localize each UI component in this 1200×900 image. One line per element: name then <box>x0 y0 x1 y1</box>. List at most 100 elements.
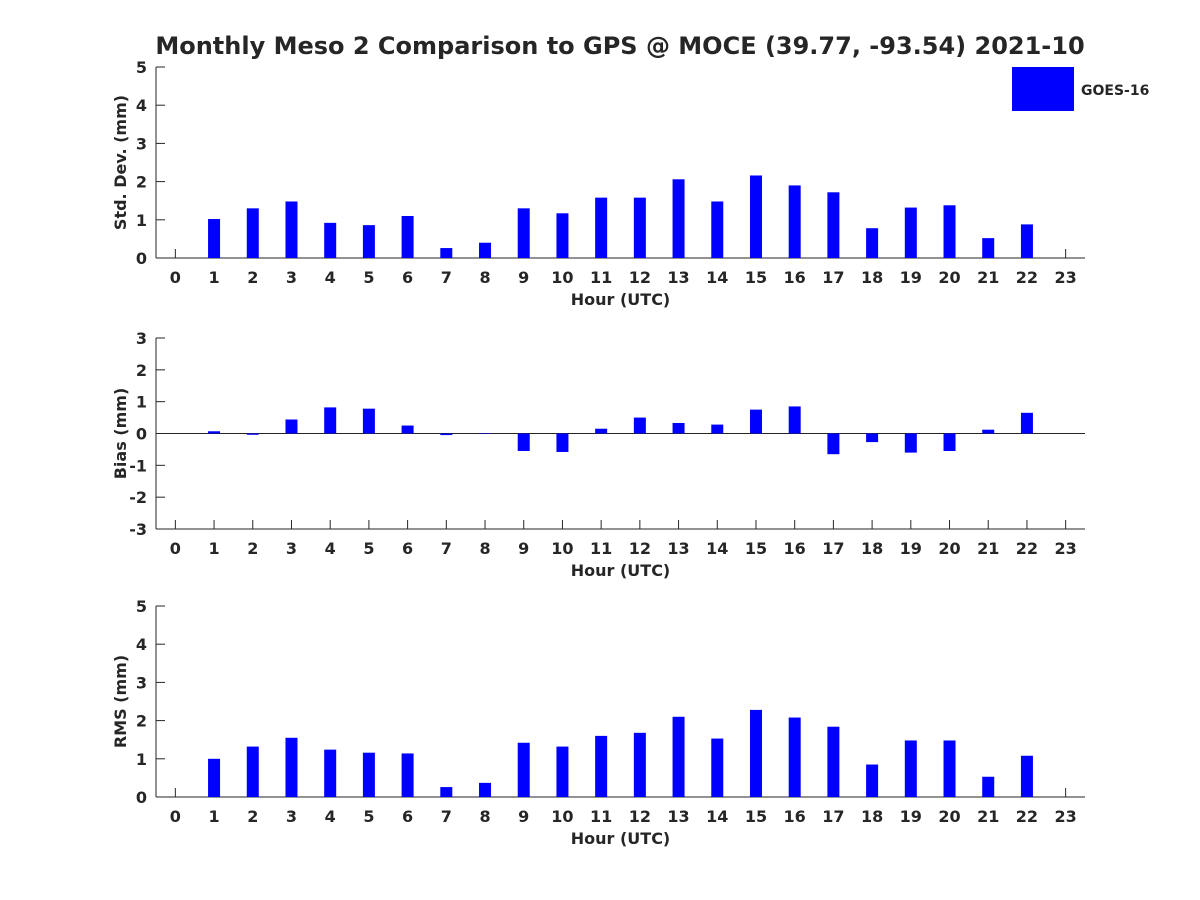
bar-hour-1 <box>208 431 221 434</box>
bar-hour-7 <box>440 248 453 258</box>
x-tick-label: 2 <box>247 807 258 826</box>
bar-hour-5 <box>362 408 375 434</box>
x-tick-label: 10 <box>551 268 573 287</box>
x-tick-label: 8 <box>479 539 490 558</box>
bar-hour-9 <box>517 208 530 258</box>
bar-hour-13 <box>672 422 685 434</box>
x-tick-label: 15 <box>745 268 767 287</box>
bar-hour-17 <box>827 192 840 258</box>
x-tick-label: 7 <box>441 268 452 287</box>
x-tick-label: 11 <box>590 268 612 287</box>
bar-hour-3 <box>285 201 298 258</box>
bar-hour-19 <box>904 433 917 453</box>
bar-hour-4 <box>324 222 337 258</box>
bar-hour-11 <box>595 428 608 434</box>
x-tick-label: 4 <box>325 807 336 826</box>
bar-hour-13 <box>672 716 685 797</box>
x-tick-label: 22 <box>1016 807 1038 826</box>
x-tick-label: 0 <box>170 539 181 558</box>
bar-hour-13 <box>672 179 685 258</box>
x-tick-label: 0 <box>170 268 181 287</box>
bar-hour-22 <box>1020 224 1033 258</box>
bar-hour-15 <box>749 175 762 258</box>
bar-hour-21 <box>982 429 995 434</box>
bar-hour-18 <box>866 228 879 258</box>
x-tick-label: 18 <box>861 268 883 287</box>
y-tick-label: 3 <box>136 134 147 153</box>
bar-hour-10 <box>556 433 569 452</box>
bar-hour-7 <box>440 433 453 436</box>
x-tick-label: 4 <box>325 539 336 558</box>
bar-hour-15 <box>749 709 762 797</box>
bar-hour-20 <box>943 740 956 797</box>
x-tick-label: 3 <box>286 539 297 558</box>
x-tick-label: 23 <box>1055 807 1077 826</box>
y-tick-label: 2 <box>136 361 147 380</box>
bar-hour-16 <box>788 406 801 434</box>
bar-hour-12 <box>633 197 646 258</box>
bar-hour-14 <box>711 201 724 258</box>
bar-hour-5 <box>362 225 375 258</box>
bar-hour-5 <box>362 752 375 797</box>
bar-hour-12 <box>633 732 646 797</box>
x-axis-label: Hour (UTC) <box>571 561 671 580</box>
x-tick-label: 20 <box>938 268 960 287</box>
bar-hour-2 <box>246 208 259 258</box>
x-tick-label: 17 <box>822 539 844 558</box>
x-tick-label: 20 <box>938 539 960 558</box>
x-tick-label: 23 <box>1055 268 1077 287</box>
x-tick-label: 5 <box>363 539 374 558</box>
x-tick-label: 21 <box>977 807 999 826</box>
bar-hour-2 <box>246 433 259 435</box>
bar-hour-14 <box>711 424 724 434</box>
x-tick-label: 8 <box>479 807 490 826</box>
x-tick-label: 19 <box>900 807 922 826</box>
bar-hour-8 <box>479 242 492 258</box>
bar-hour-10 <box>556 746 569 797</box>
bar-hour-10 <box>556 213 569 258</box>
bar-hour-2 <box>246 746 259 797</box>
x-tick-label: 5 <box>363 268 374 287</box>
bar-hour-17 <box>827 726 840 797</box>
y-tick-label: 5 <box>136 597 147 616</box>
x-tick-label: 10 <box>551 539 573 558</box>
bar-hour-1 <box>208 758 221 797</box>
x-tick-label: 8 <box>479 268 490 287</box>
bar-hour-9 <box>517 433 530 452</box>
bar-hour-3 <box>285 419 298 434</box>
y-tick-label: 0 <box>136 249 147 268</box>
x-tick-label: 3 <box>286 268 297 287</box>
bar-hour-21 <box>982 776 995 797</box>
bar-hour-20 <box>943 433 956 452</box>
x-tick-label: 1 <box>208 268 219 287</box>
x-tick-label: 9 <box>518 539 529 558</box>
x-tick-label: 22 <box>1016 268 1038 287</box>
bar-hour-19 <box>904 207 917 258</box>
x-tick-label: 9 <box>518 268 529 287</box>
bar-hour-8 <box>479 782 492 797</box>
bar-hour-6 <box>401 215 414 258</box>
x-tick-label: 1 <box>208 539 219 558</box>
x-axis-label: Hour (UTC) <box>571 290 671 309</box>
bar-hour-20 <box>943 205 956 258</box>
x-tick-label: 14 <box>706 539 728 558</box>
x-tick-label: 0 <box>170 807 181 826</box>
legend-label: GOES-16 <box>1081 83 1149 99</box>
x-tick-label: 20 <box>938 807 960 826</box>
bar-hour-19 <box>904 740 917 797</box>
y-tick-label: 0 <box>136 788 147 807</box>
x-tick-label: 2 <box>247 268 258 287</box>
x-tick-label: 6 <box>402 807 413 826</box>
x-tick-label: 12 <box>629 807 651 826</box>
x-tick-label: 1 <box>208 807 219 826</box>
bar-hour-1 <box>208 219 221 258</box>
legend: GOES-16 <box>1012 67 1149 111</box>
x-tick-label: 15 <box>745 539 767 558</box>
x-tick-label: 23 <box>1055 539 1077 558</box>
y-tick-label: 2 <box>136 173 147 192</box>
chart-title: Monthly Meso 2 Comparison to GPS @ MOCE … <box>155 32 1084 60</box>
